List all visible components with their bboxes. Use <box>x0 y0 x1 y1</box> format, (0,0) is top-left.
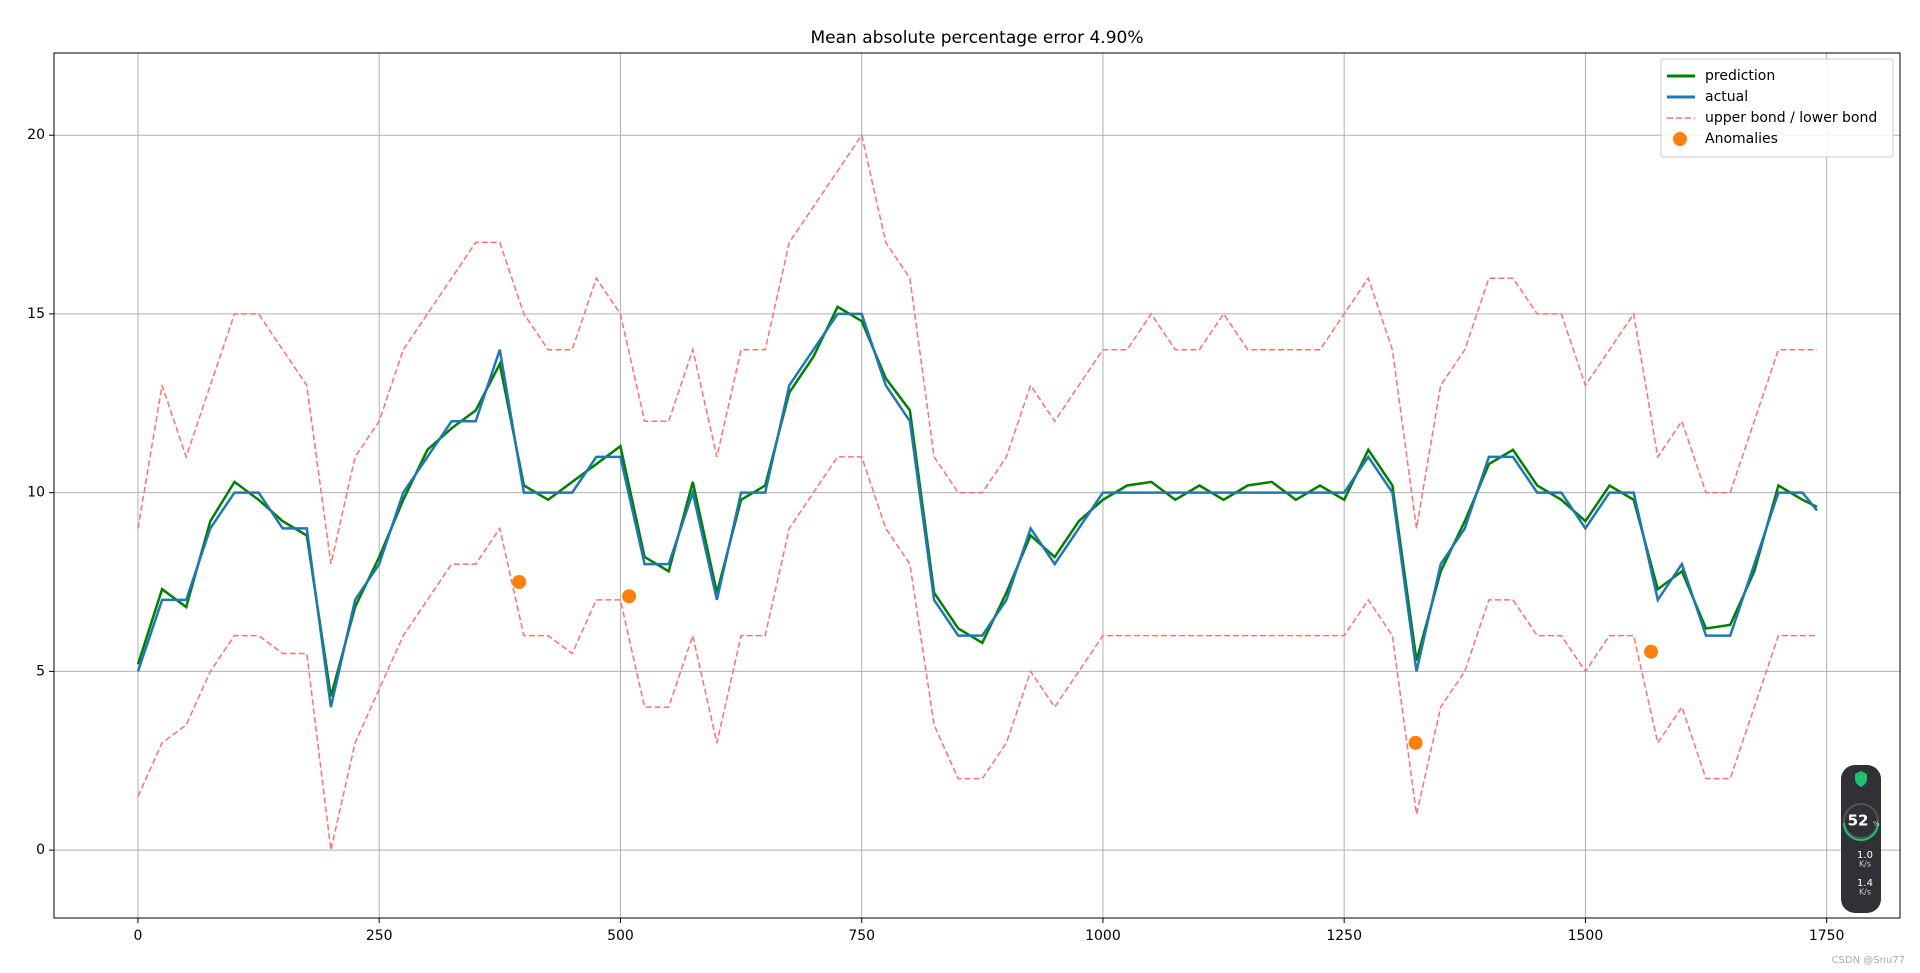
chart-title: Mean absolute percentage error 4.90% <box>811 28 1144 48</box>
y-tick-label: 20 <box>27 127 45 143</box>
x-tick-label: 500 <box>607 928 634 944</box>
legend-label: prediction <box>1705 68 1775 84</box>
shield-icon <box>1855 771 1867 787</box>
upload-rate: 1.0 <box>1857 850 1873 861</box>
y-tick-label: 10 <box>27 485 45 501</box>
x-tick-label: 1750 <box>1809 928 1845 944</box>
anomaly-point <box>1644 644 1659 659</box>
x-tick-label: 750 <box>848 928 875 944</box>
cpu-value: 52 <box>1848 812 1869 830</box>
anomaly-point <box>622 589 637 604</box>
download-rate: 1.4 <box>1857 878 1873 889</box>
legend-swatch <box>1673 132 1687 146</box>
bound-line <box>137 133 1817 565</box>
cpu-unit: % <box>1873 820 1880 828</box>
y-tick-label: 5 <box>36 663 45 679</box>
watermark: CSDN @Snu77 <box>1832 955 1905 966</box>
plot-frame <box>53 52 1901 919</box>
y-tick-label: 0 <box>36 842 45 858</box>
x-tick-label: 0 <box>133 928 142 944</box>
anomaly-point <box>1408 735 1423 750</box>
x-tick-label: 1000 <box>1085 928 1121 944</box>
download-unit: K/s <box>1859 888 1871 897</box>
x-tick-label: 1250 <box>1326 928 1362 944</box>
x-tick-label: 1500 <box>1568 928 1604 944</box>
legend-label: actual <box>1705 89 1748 105</box>
y-tick-label: 15 <box>27 306 45 322</box>
series-line <box>136 305 1818 697</box>
cpu-arc <box>1843 822 1879 841</box>
cpu-ring <box>1843 803 1879 839</box>
network-widget: 52 % 1.0 K/s 1.4 K/s <box>1841 765 1881 913</box>
x-tick-label: 250 <box>366 928 393 944</box>
legend-label: Anomalies <box>1705 131 1778 147</box>
bound-line <box>137 456 1817 851</box>
legend-box <box>1660 58 1894 158</box>
legend-label: upper bond / lower bond <box>1705 110 1877 126</box>
series-line <box>136 312 1818 708</box>
anomaly-point <box>512 575 527 590</box>
upload-unit: K/s <box>1859 860 1871 869</box>
